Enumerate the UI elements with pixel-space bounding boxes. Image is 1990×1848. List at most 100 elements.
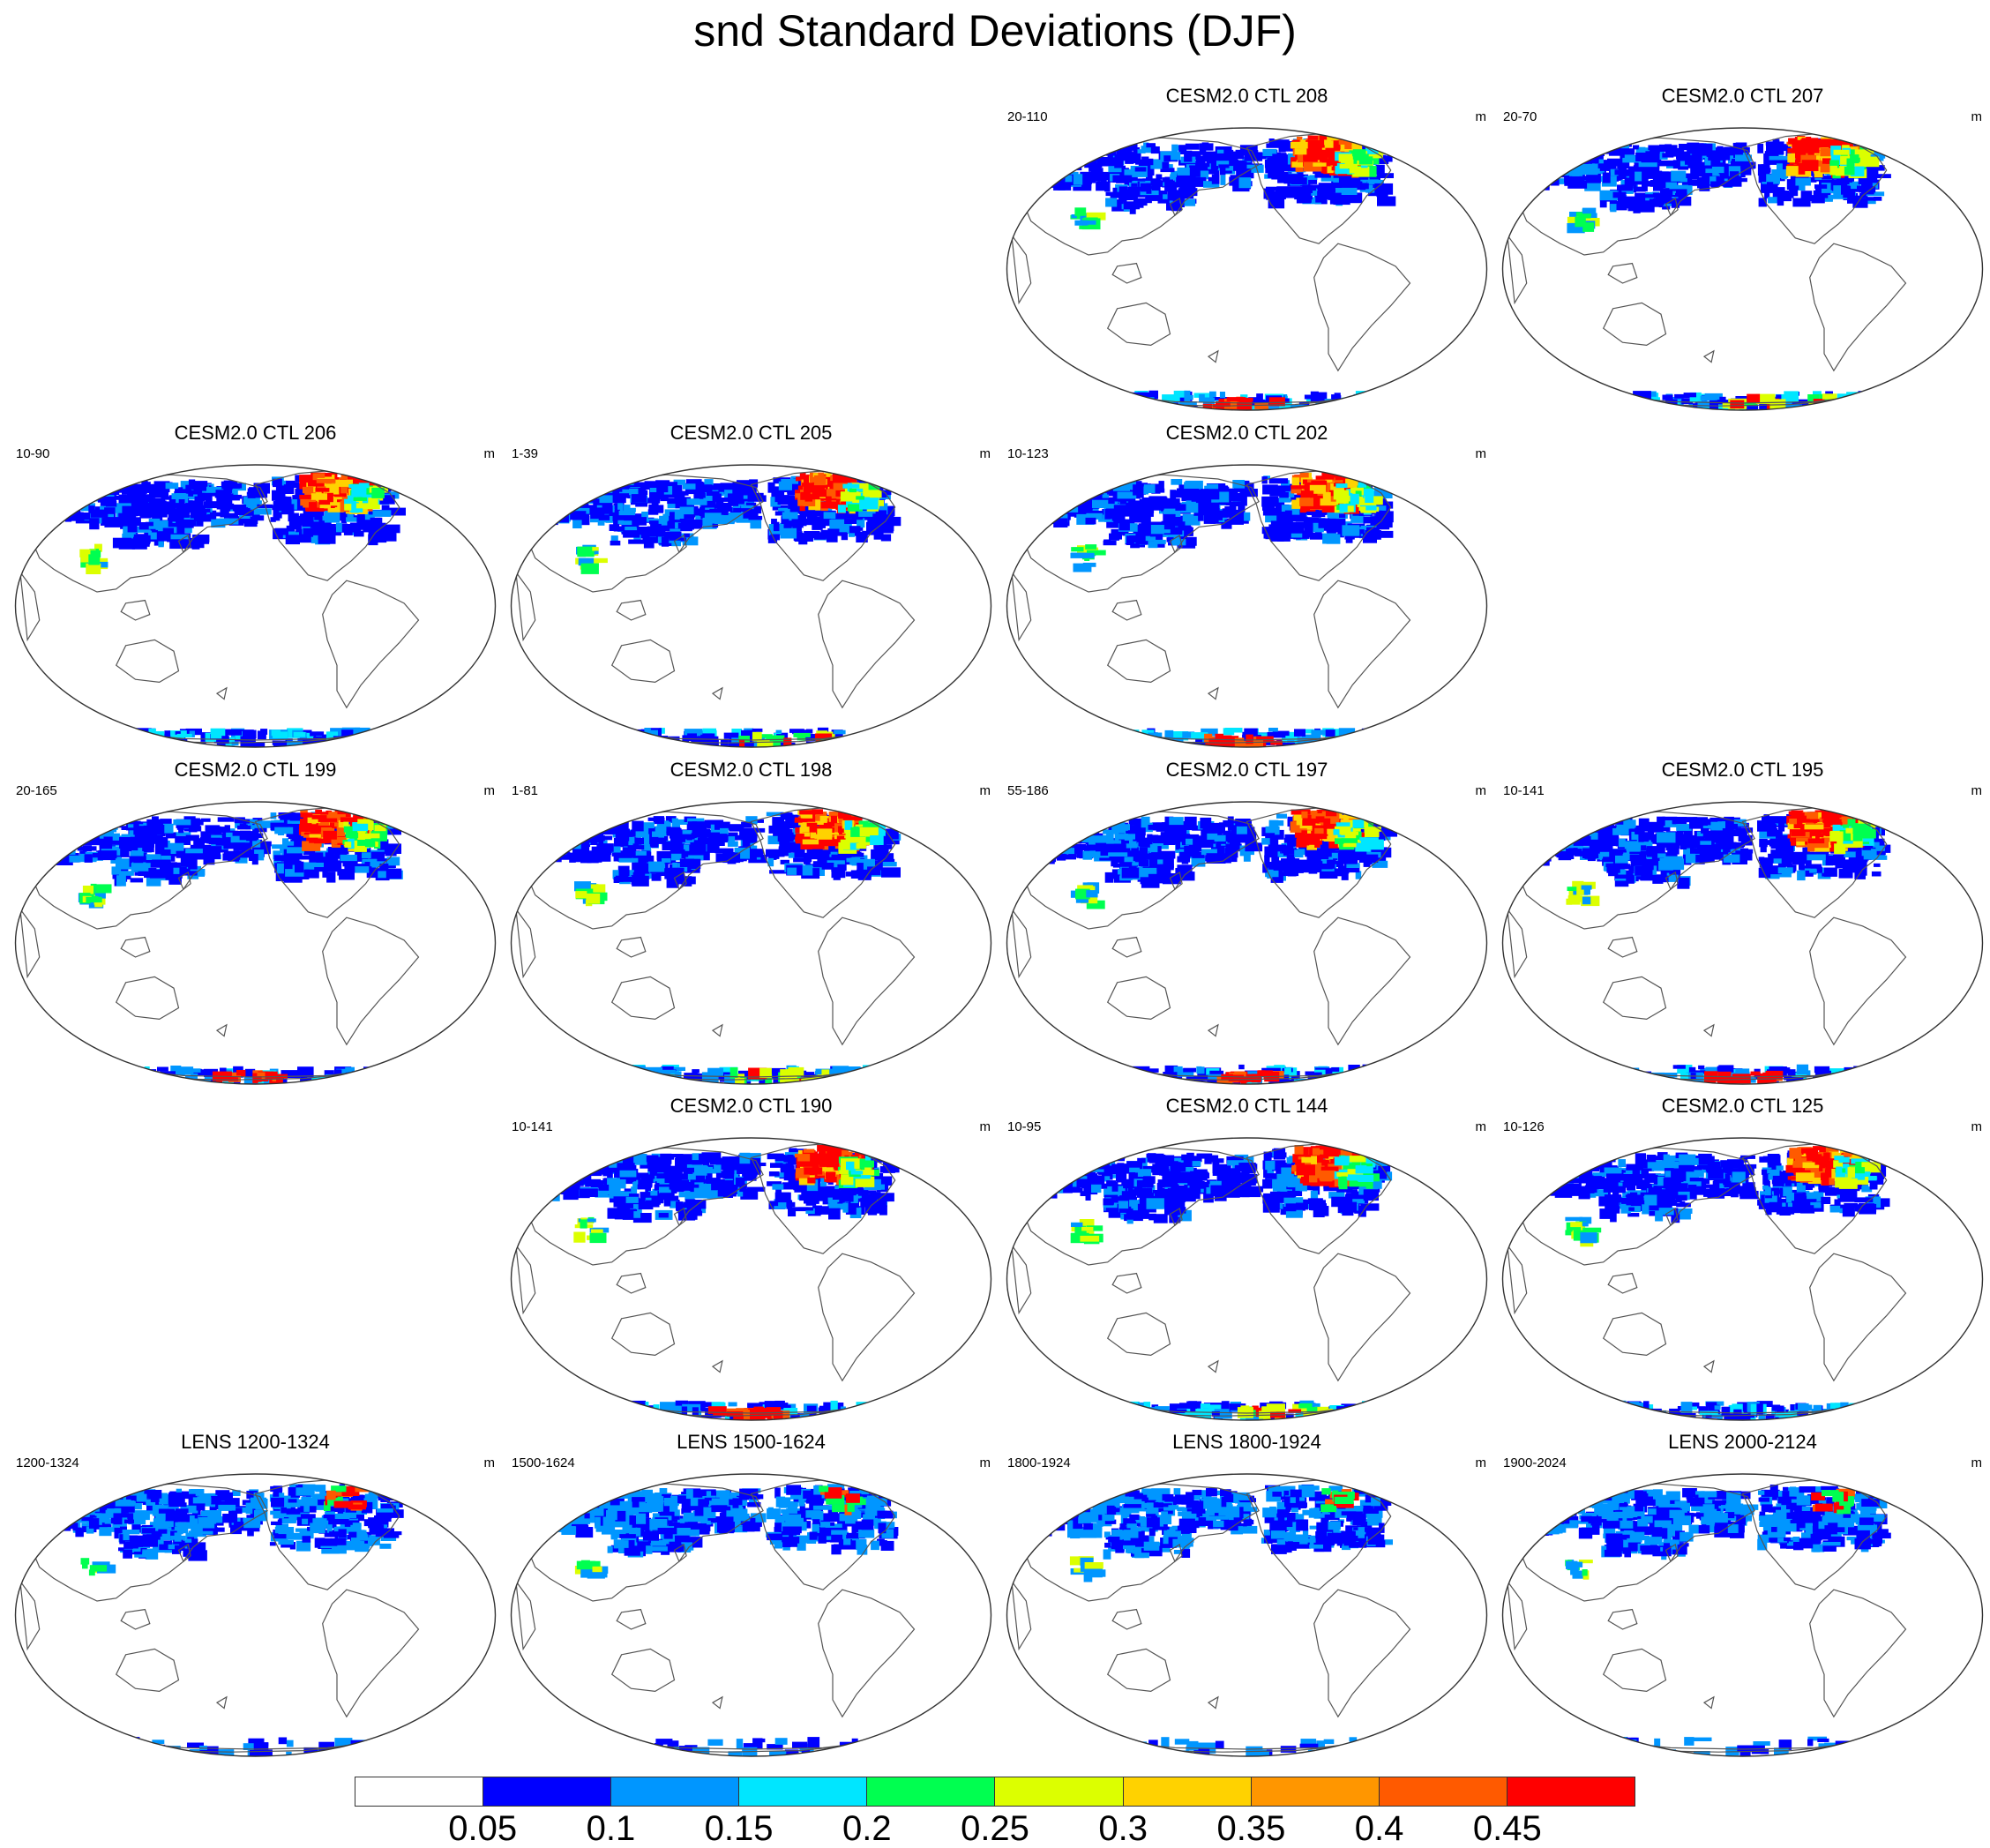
map-outline [1501,127,1984,411]
snow-cell [1039,488,1047,494]
snow-cell [1707,147,1726,152]
snow-cell [799,502,805,512]
snow-cell [766,735,785,742]
snow-cell [1036,168,1046,180]
panel-title: CESM2.0 CTL 206 [174,422,337,444]
snow-cell [1223,398,1238,409]
snow-cell [118,494,127,504]
snow-cell [1163,155,1171,162]
snow-cell [1376,510,1382,518]
snow-cell [702,728,716,734]
snow-cell [1379,735,1389,743]
snow-cell [739,488,747,492]
snow-cell [545,508,557,520]
snow-cell [1118,519,1130,531]
snow-cell [346,517,358,522]
snow-cell [1286,505,1300,515]
snow-cell [1331,175,1350,184]
snow-cell [699,506,716,517]
snow-cell [1051,503,1064,513]
snow-cell [1705,168,1717,174]
snow-cell [1264,159,1283,168]
coastline-eurasia [31,474,268,593]
snow-cell [617,527,637,532]
snow-cell [1113,505,1133,513]
snow-cell [644,518,659,522]
snow-cell [803,483,811,495]
snow-cell [163,1076,182,1084]
snow-cell [1712,168,1720,179]
coastline-maritime [1607,262,1638,284]
snow-cell [272,844,285,849]
snow-cell [1377,736,1395,745]
snow-cell [74,823,84,829]
snow-cell [71,833,77,841]
snow-cell [684,533,690,538]
snow-cell [1051,172,1059,181]
snow-cell [1305,144,1322,153]
snow-cell [1203,152,1210,161]
snow-cell [1633,391,1651,401]
snow-cell [1197,162,1210,168]
snow-cell [387,1072,395,1077]
snow-cell [1342,490,1350,498]
snow-cell [1158,481,1164,491]
snow-cell [1820,148,1835,157]
snow-cell [1104,727,1117,736]
snow-cell [252,839,261,848]
snow-cell [323,830,337,840]
snow-cell [1110,193,1118,198]
snow-cell [138,484,147,494]
snow-cell [1638,162,1657,168]
snow-cell [1134,167,1147,172]
snow-cell [118,538,136,550]
snow-cell [1268,478,1289,484]
snow-cell [86,894,98,898]
snow-cell [51,829,65,838]
snow-cell [191,518,204,527]
snow-cell [193,516,206,521]
snow-cell [1868,141,1888,146]
snow-cell [1658,405,1673,410]
snow-cell [813,532,827,540]
snow-cell [1777,163,1796,172]
snow-cell [1361,406,1373,410]
snow-cell [1560,144,1569,152]
snow-cell [352,823,369,832]
snow-cell [91,828,102,835]
snow-cell [79,850,87,856]
snow-cell [837,505,846,513]
snow-cell [542,490,562,500]
snow-cell [600,817,617,828]
snow-cell [1134,525,1154,535]
map-panel: CESM2.0 CTL 199 20-165 m [7,759,504,1094]
snow-cell [561,827,574,836]
world-map [14,801,497,1085]
snow-cell [1296,531,1313,535]
snow-cell [1547,147,1560,154]
snow-cell [556,489,563,494]
coastline-greenland [393,472,434,497]
snow-cell [141,481,148,488]
snow-cell [827,489,839,498]
snow-cell [276,862,293,870]
snow-cell [1545,164,1554,168]
snow-cell [1811,178,1817,183]
snow-cell [1586,158,1599,163]
snow-cell [1093,483,1110,491]
snow-cell [318,531,331,541]
snow-cell [1150,525,1164,535]
snow-cell [44,835,62,840]
snow-cell [176,850,193,858]
snow-cell [190,537,205,549]
snow-cell [96,740,106,747]
snow-cell [1298,401,1310,407]
snow-cell [1087,480,1105,491]
snow-cell [1661,171,1681,181]
coastline-japan [1665,198,1679,217]
snow-cell [1363,401,1372,410]
snow-cell [1143,142,1149,150]
snow-cell [1073,563,1092,572]
snow-cell [380,742,389,747]
snow-cell [205,825,220,832]
